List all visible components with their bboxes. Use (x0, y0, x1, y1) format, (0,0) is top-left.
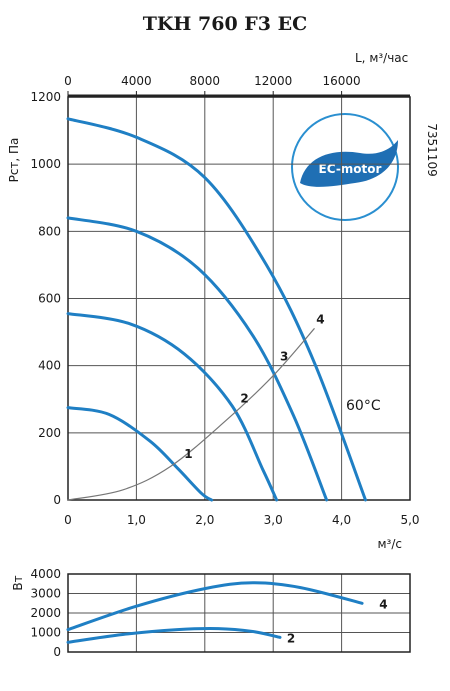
leaf-icon (300, 140, 398, 187)
x-tick-label: 0 (64, 513, 72, 527)
x-tick-label: 3,0 (264, 513, 283, 527)
chart-title: TKH 760 F3 EC (143, 13, 307, 35)
y-tick-label: 1200 (30, 90, 61, 104)
power-label-4: 4 (379, 597, 387, 611)
y-tick-label: 800 (38, 224, 61, 238)
power-tick-label: 0 (53, 645, 61, 659)
power-label-2: 2 (287, 631, 295, 645)
x-tick-label: 4,0 (332, 513, 351, 527)
power-tick-label: 4000 (30, 567, 61, 581)
fan-curve-2 (66, 312, 279, 502)
top-tick-label: 4000 (121, 74, 152, 88)
curve-label-4: 4 (316, 313, 324, 327)
fan-curve-3 (66, 216, 329, 502)
x-tick-label: 1,0 (127, 513, 146, 527)
fan-curve-4 (66, 117, 367, 502)
curve-label-2: 2 (240, 392, 248, 406)
temperature-label: 60°C (346, 398, 381, 414)
power-curve-2 (66, 626, 282, 644)
curve-label-3: 3 (280, 350, 288, 364)
y-tick-label: 600 (38, 292, 61, 306)
top-axis-label: L, м³/час (355, 51, 408, 65)
curve-label-1: 1 (184, 447, 192, 461)
power-tick-label: 1000 (30, 626, 61, 640)
model-code: 7351109 (425, 123, 439, 176)
y-tick-label: 1000 (30, 157, 61, 171)
logo-text: EC-motor (319, 162, 382, 176)
bottom-axis-label: м³/с (377, 537, 402, 551)
power-tick-label: 3000 (30, 587, 61, 601)
power-curve-4 (66, 581, 364, 632)
top-tick-label: 16000 (323, 74, 361, 88)
ec-motor-logo: EC-motor (291, 113, 399, 221)
top-tick-label: 12000 (254, 74, 292, 88)
power-axis-label: Вт (11, 575, 25, 590)
y-tick-label: 400 (38, 359, 61, 373)
top-tick-label: 8000 (190, 74, 221, 88)
y-axis-label: Pст, Па (7, 138, 21, 183)
system-curve (67, 328, 315, 501)
y-tick-label: 0 (53, 493, 61, 507)
top-tick-label: 0 (64, 74, 72, 88)
x-tick-label: 5,0 (400, 513, 419, 527)
fan-curve-1 (66, 406, 214, 502)
x-tick-label: 2,0 (195, 513, 214, 527)
y-tick-label: 200 (38, 426, 61, 440)
power-frame (67, 573, 411, 653)
power-tick-label: 2000 (30, 606, 61, 620)
power-plot: 0 1000 2000 3000 4000 4 2 (30, 567, 411, 659)
